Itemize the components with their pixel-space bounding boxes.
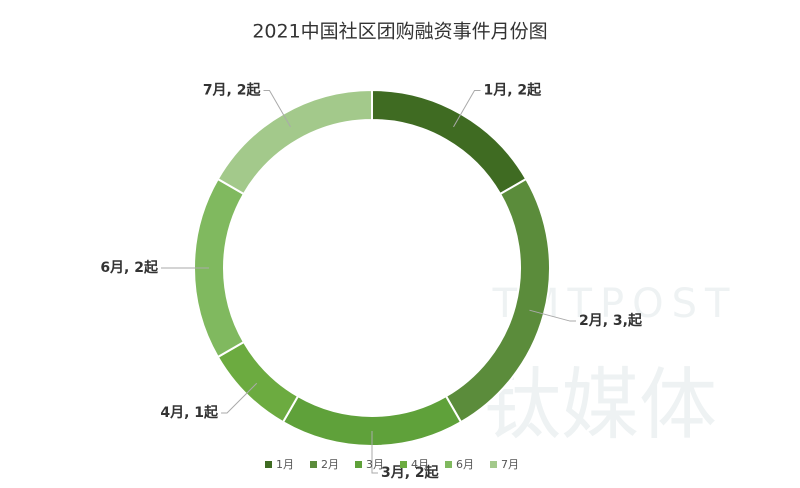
- leader-line: [453, 89, 481, 128]
- legend-swatch: [265, 461, 272, 468]
- leader-line: [529, 309, 577, 322]
- data-label: 3月, 2起: [381, 464, 440, 481]
- donut-slice: [371, 88, 528, 196]
- donut-slice: [216, 88, 373, 196]
- legend-label: 7月: [501, 458, 519, 471]
- data-label: 7月, 2起: [203, 81, 262, 98]
- data-label: 2月, 3,起: [579, 312, 643, 329]
- legend-label: 6月: [456, 458, 474, 471]
- leader-line: [263, 89, 291, 128]
- legend-swatch: [400, 461, 407, 468]
- leader-line: [371, 431, 378, 474]
- data-label: 6月, 2起: [100, 259, 159, 276]
- legend-swatch: [310, 461, 317, 468]
- legend-swatch: [355, 461, 362, 468]
- data-label: 1月, 2起: [484, 81, 543, 98]
- data-label: 4月, 1起: [160, 404, 219, 421]
- leader-line: [221, 382, 258, 414]
- legend-label: 4月: [411, 458, 429, 471]
- chart-title: 2021中国社区团购融资事件月份图: [252, 21, 547, 43]
- legend-swatch: [445, 461, 452, 468]
- legend-swatch: [490, 461, 497, 468]
- legend-label: 3月: [366, 458, 384, 471]
- watermark: 钛媒体: [483, 360, 717, 450]
- legend-label: 1月: [276, 458, 294, 471]
- legend-label: 2月: [321, 458, 339, 471]
